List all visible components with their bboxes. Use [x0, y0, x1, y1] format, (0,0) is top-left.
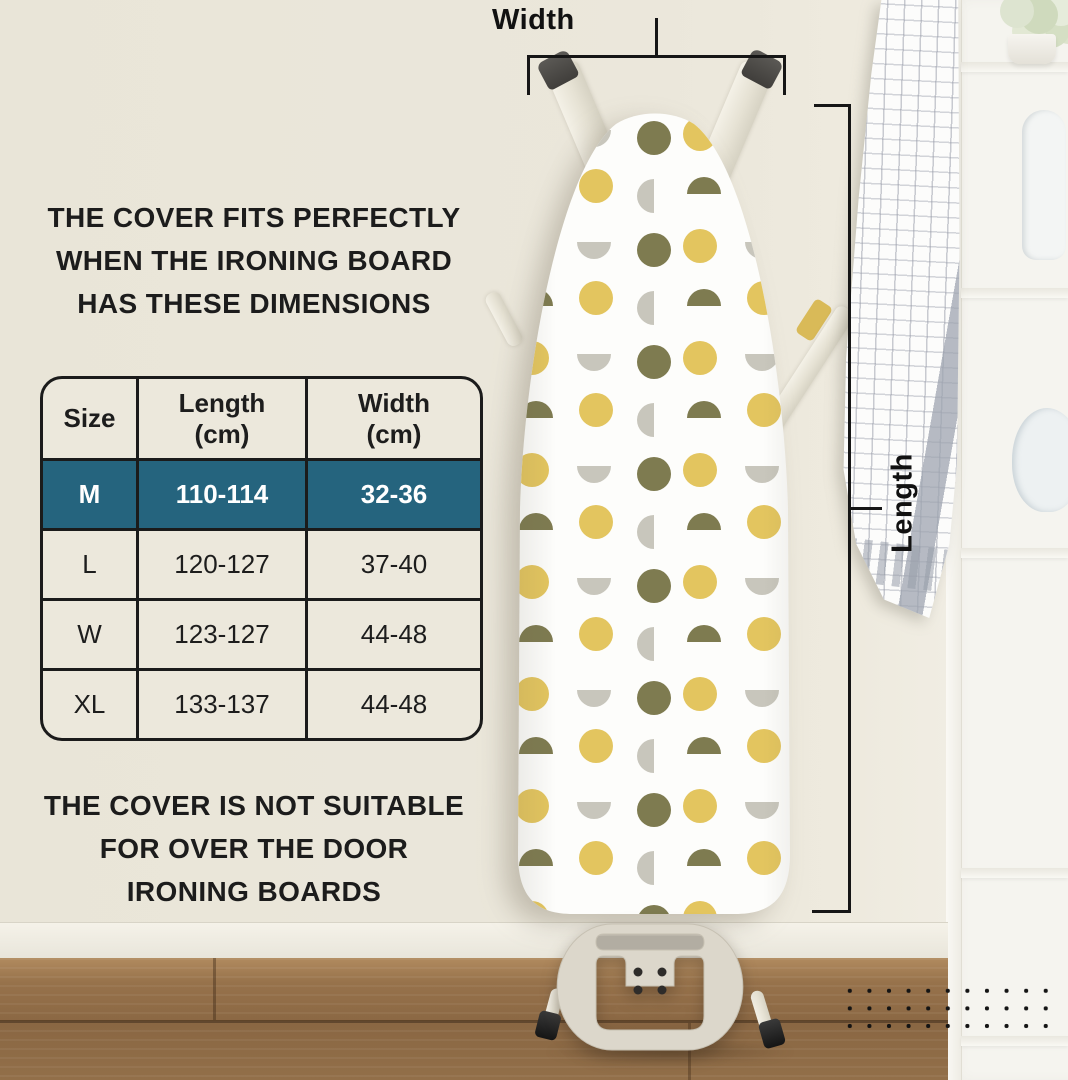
size-chart-table: Size Length (cm) Width (cm) M 110-114 32… [40, 376, 483, 741]
shelf-unit [946, 0, 1068, 1080]
table-cell-width: 44-48 [360, 689, 428, 719]
width-dimension-label: Width [492, 4, 575, 36]
plant-foliage [1000, 0, 1034, 28]
table-cell-size: M [43, 461, 139, 531]
table-cell-length: 123-127 [139, 601, 308, 671]
floor-plank-line [0, 1020, 948, 1023]
table-cell-length: 110-114 [139, 461, 308, 531]
table-cell-size: XL [43, 671, 139, 738]
width-bracket-tick-right [783, 55, 786, 95]
table-cell-width: 37-40 [308, 531, 480, 601]
shelf-board [961, 548, 1068, 558]
column-header-length: Length (cm) [139, 379, 308, 461]
shelf-board [961, 62, 1068, 72]
floor-plank-seam [213, 958, 216, 1020]
floor-plank-seam [688, 1023, 691, 1080]
table-cell-size: W [43, 601, 139, 671]
shelf-board [961, 868, 1068, 878]
not-suitable-note: THE COVER IS NOT SUITABLE FOR OVER THE D… [43, 790, 465, 907]
dots-decoration [840, 982, 1052, 1032]
length-bracket-tick-middle [848, 507, 882, 510]
board-base-stand [556, 923, 744, 1051]
fit-heading: THE COVER FITS PERFECTLY WHEN THE IRONIN… [47, 202, 461, 319]
ironing-board-cover [518, 113, 790, 914]
length-bracket-tick-bottom [812, 910, 851, 913]
table-cell-width: 32-36 [308, 461, 480, 531]
table-cell-length: 133-137 [139, 671, 308, 738]
table-cell-length: 120-127 [139, 531, 308, 601]
width-bracket-tick-left [527, 55, 530, 95]
table-cell-width: 44-48 [308, 601, 480, 671]
plant-pot [1008, 34, 1056, 64]
column-header-size: Size [43, 379, 139, 461]
width-bracket-stem [655, 18, 658, 58]
shelf-jug [1022, 110, 1066, 260]
wood-floor [0, 958, 948, 1080]
table-cell-size: L [43, 531, 139, 601]
column-header-width: Width (cm) [308, 379, 480, 461]
shelf-vase [1012, 408, 1068, 512]
length-bracket-tick-top [814, 104, 851, 107]
shelf-board [961, 288, 1068, 298]
hanging-towel [836, 0, 962, 618]
shelf-board [961, 1036, 1068, 1046]
length-dimension-label: Length [886, 453, 919, 553]
baseboard [0, 922, 948, 962]
